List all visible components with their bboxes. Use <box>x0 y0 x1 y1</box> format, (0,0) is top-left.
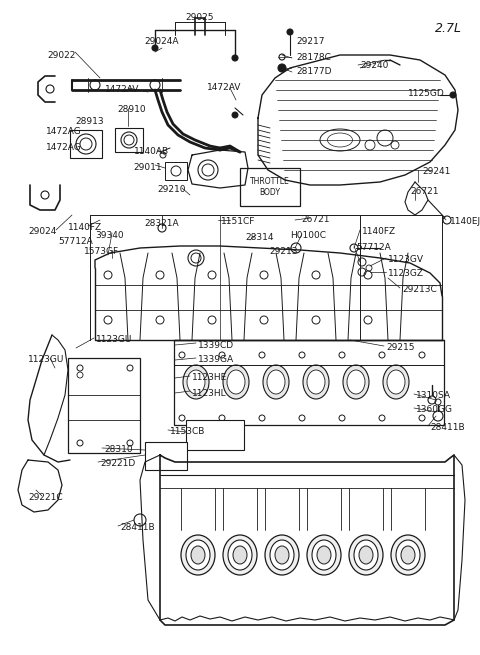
Ellipse shape <box>267 370 285 394</box>
Text: 2.7L: 2.7L <box>435 22 462 35</box>
Text: 26721: 26721 <box>410 187 439 196</box>
Text: 29213: 29213 <box>270 248 298 257</box>
Text: 28314: 28314 <box>246 233 274 242</box>
Text: 1123GV: 1123GV <box>388 255 424 265</box>
Ellipse shape <box>186 540 210 570</box>
Text: H0100C: H0100C <box>290 231 326 240</box>
Text: 28411B: 28411B <box>430 424 465 432</box>
Bar <box>165 162 187 180</box>
Text: 1153CB: 1153CB <box>170 428 205 436</box>
Text: 28411B: 28411B <box>120 523 155 533</box>
Text: 29213C: 29213C <box>402 286 437 295</box>
Bar <box>145 442 187 470</box>
Ellipse shape <box>223 365 249 399</box>
Ellipse shape <box>401 546 415 564</box>
Text: 26721: 26721 <box>302 215 330 225</box>
Bar <box>174 340 444 425</box>
Bar <box>115 128 143 152</box>
Text: 1125GD: 1125GD <box>408 88 445 98</box>
Text: 1472AV: 1472AV <box>207 83 241 92</box>
Ellipse shape <box>183 365 209 399</box>
Text: 57712A: 57712A <box>58 238 93 246</box>
Ellipse shape <box>347 370 365 394</box>
Text: 29240: 29240 <box>360 60 388 69</box>
Text: 29215: 29215 <box>386 343 415 352</box>
Circle shape <box>287 29 293 35</box>
Text: 1339CD: 1339CD <box>198 341 234 350</box>
Text: 39340: 39340 <box>96 231 124 240</box>
Text: 28310: 28310 <box>104 445 132 455</box>
Ellipse shape <box>312 540 336 570</box>
Circle shape <box>152 45 158 51</box>
Ellipse shape <box>270 540 294 570</box>
Text: 1140EJ: 1140EJ <box>450 217 480 227</box>
Ellipse shape <box>191 546 205 564</box>
Text: 1472AG: 1472AG <box>46 143 82 153</box>
Text: 1339GA: 1339GA <box>198 356 234 364</box>
Ellipse shape <box>223 535 257 575</box>
Text: 1310SA: 1310SA <box>416 392 451 400</box>
Text: 1140FZ: 1140FZ <box>362 227 396 236</box>
Text: 1472AV: 1472AV <box>105 86 139 94</box>
Text: 28910: 28910 <box>118 105 146 115</box>
Text: 29011: 29011 <box>134 162 162 172</box>
Ellipse shape <box>343 365 369 399</box>
Ellipse shape <box>349 535 383 575</box>
Ellipse shape <box>396 540 420 570</box>
Bar <box>70 130 102 158</box>
Bar <box>68 358 140 453</box>
Ellipse shape <box>233 546 247 564</box>
Ellipse shape <box>228 540 252 570</box>
Text: 1123GU: 1123GU <box>28 356 64 364</box>
Text: 28178C: 28178C <box>296 54 331 62</box>
Text: 1472AG: 1472AG <box>46 128 82 136</box>
Ellipse shape <box>227 370 245 394</box>
Text: 1123GZ: 1123GZ <box>388 269 424 278</box>
Ellipse shape <box>307 535 341 575</box>
Bar <box>186 420 244 450</box>
Ellipse shape <box>354 540 378 570</box>
Ellipse shape <box>263 365 289 399</box>
Text: 1140AB: 1140AB <box>134 147 169 157</box>
Text: 1360GG: 1360GG <box>416 405 453 415</box>
Text: 1573GF: 1573GF <box>84 248 120 257</box>
Ellipse shape <box>181 535 215 575</box>
Ellipse shape <box>387 370 405 394</box>
Ellipse shape <box>187 370 205 394</box>
Text: 29217: 29217 <box>296 37 324 47</box>
Text: 28321A: 28321A <box>144 219 180 229</box>
Text: 29025: 29025 <box>186 14 214 22</box>
Text: 29022: 29022 <box>48 50 76 60</box>
Circle shape <box>450 92 456 98</box>
Text: 29241: 29241 <box>422 168 450 176</box>
Text: 29210: 29210 <box>158 185 186 195</box>
Circle shape <box>232 112 238 118</box>
Ellipse shape <box>391 535 425 575</box>
Circle shape <box>278 64 286 72</box>
Ellipse shape <box>275 546 289 564</box>
Ellipse shape <box>359 546 373 564</box>
Text: 29221D: 29221D <box>100 460 135 468</box>
Ellipse shape <box>307 370 325 394</box>
Text: 1123HE: 1123HE <box>192 373 227 383</box>
Ellipse shape <box>383 365 409 399</box>
Text: 57712A: 57712A <box>356 244 391 252</box>
Text: 1123HL: 1123HL <box>192 388 227 398</box>
Ellipse shape <box>317 546 331 564</box>
Ellipse shape <box>265 535 299 575</box>
Text: 1123GU: 1123GU <box>96 335 132 345</box>
Text: THROTTLE
BODY: THROTTLE BODY <box>250 178 290 196</box>
Text: 28177D: 28177D <box>296 67 332 77</box>
Text: 1140FZ: 1140FZ <box>68 223 102 233</box>
Bar <box>240 168 300 206</box>
Ellipse shape <box>303 365 329 399</box>
Text: 29024A: 29024A <box>145 37 179 47</box>
Text: 29024: 29024 <box>28 227 56 236</box>
Text: 28913: 28913 <box>76 117 104 126</box>
Text: 29221C: 29221C <box>28 493 62 502</box>
Text: 1151CF: 1151CF <box>221 217 255 227</box>
Circle shape <box>232 55 238 61</box>
